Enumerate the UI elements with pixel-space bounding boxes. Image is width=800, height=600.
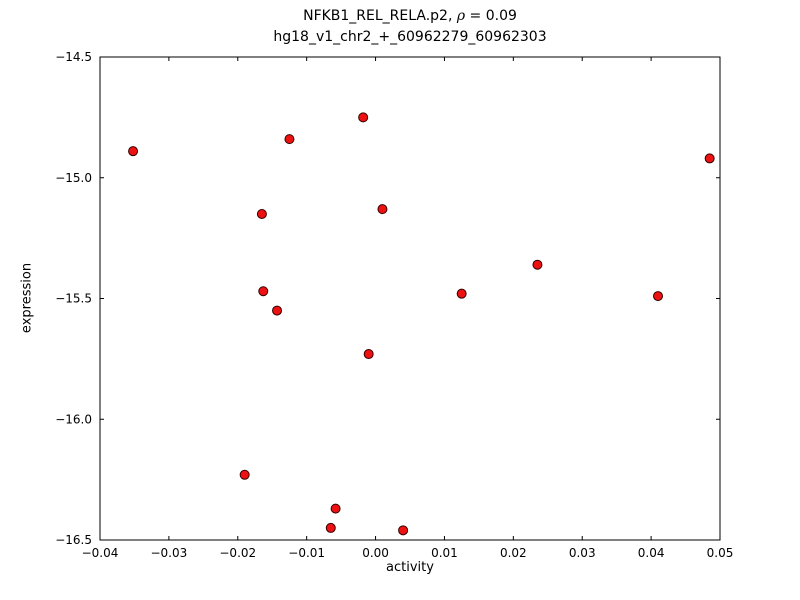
y-tick-label: −14.5 — [55, 50, 92, 64]
data-point — [284, 134, 295, 145]
rho-symbol: ρ — [456, 8, 466, 24]
y-tick-label: −15.5 — [55, 292, 92, 306]
x-tick-label: −0.03 — [150, 546, 187, 560]
x-tick-label: 0.04 — [638, 546, 665, 560]
x-tick-label: 0.00 — [362, 546, 389, 560]
data-point — [330, 503, 341, 514]
plot-area — [99, 56, 721, 541]
data-point — [272, 305, 283, 316]
rho-value: 0.09 — [485, 8, 517, 24]
data-point — [704, 153, 715, 164]
data-point — [239, 469, 250, 480]
data-point — [325, 522, 336, 533]
data-point — [358, 112, 369, 123]
tick-marks — [99, 56, 721, 541]
tick-labels: −0.04 −0.03 −0.02 −0.01 0.00 0.01 0.02 0.03 0.04… — [55, 50, 733, 560]
data-point — [532, 259, 543, 270]
x-tick-label: 0.03 — [569, 546, 596, 560]
x-tick-label: −0.04 — [82, 546, 119, 560]
data-points — [128, 112, 715, 536]
data-point — [398, 525, 409, 536]
data-point — [128, 146, 139, 157]
chart-title: NFKB1_REL_RELA.p2, ρ = 0.09 — [10, 8, 800, 24]
y-tick-label: −16.5 — [55, 533, 92, 547]
data-point — [258, 286, 269, 297]
x-axis-label: activity — [386, 560, 434, 575]
x-tick-label: 0.05 — [707, 546, 734, 560]
x-tick-label: −0.01 — [288, 546, 325, 560]
rho-equals: = — [465, 8, 486, 24]
x-tick-label: 0.02 — [500, 546, 527, 560]
data-point — [456, 288, 467, 299]
chart-subtitle: hg18_v1_chr2_+_60962279_60962303 — [273, 29, 547, 45]
data-point — [653, 291, 663, 302]
y-tick-label: −15.0 — [55, 171, 92, 185]
data-point — [377, 204, 388, 215]
x-tick-label: −0.02 — [219, 546, 256, 560]
chart-title-text: NFKB1_REL_RELA.p2, — [303, 8, 457, 24]
data-point — [256, 208, 267, 219]
y-tick-label: −16.0 — [55, 412, 92, 426]
data-point — [363, 349, 374, 360]
x-tick-label: 0.01 — [431, 546, 458, 560]
